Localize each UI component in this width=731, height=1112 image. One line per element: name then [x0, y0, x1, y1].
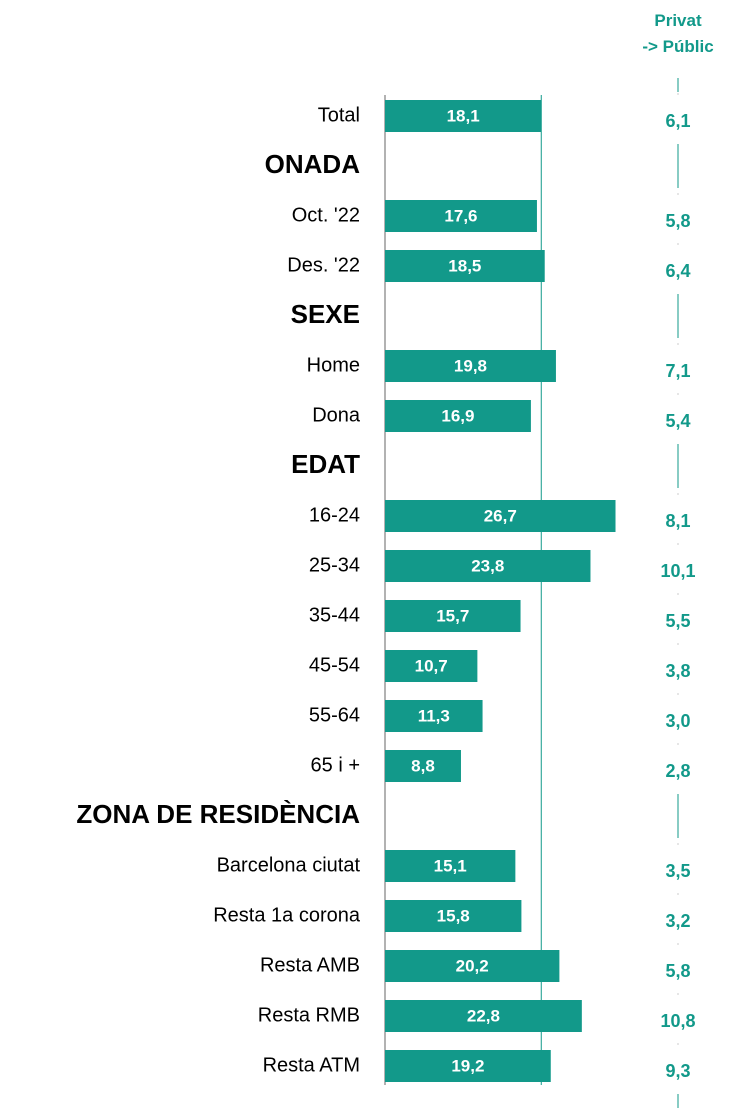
bar-label: 18,1	[447, 106, 480, 125]
category-label: 65 i +	[311, 754, 360, 776]
category-label: 16-24	[309, 504, 360, 526]
column-value: 7,1	[665, 361, 690, 381]
column-value: 9,3	[665, 1061, 690, 1081]
bar-label: 15,7	[436, 606, 469, 625]
column-value: 10,8	[660, 1011, 695, 1031]
column-value: 3,8	[665, 661, 690, 681]
category-label: Total	[318, 104, 360, 126]
category-label: 45-54	[309, 654, 360, 676]
bar-label: 19,8	[454, 356, 487, 375]
column-value: 3,5	[665, 861, 690, 881]
bar	[385, 700, 483, 732]
category-label: 55-64	[309, 704, 360, 726]
column-value: 5,8	[665, 961, 690, 981]
group-header: ZONA DE RESIDÈNCIA	[76, 799, 360, 829]
bar	[385, 950, 560, 982]
bar-label: 10,7	[415, 656, 448, 675]
column-value: 5,8	[665, 211, 690, 231]
bar	[385, 600, 521, 632]
column-value: 6,1	[665, 111, 690, 131]
bar-label: 11,3	[418, 706, 450, 725]
category-label: Oct. '22	[292, 204, 360, 226]
category-label: Dona	[312, 404, 361, 426]
bar-label: 20,2	[456, 956, 489, 975]
bar-label: 8,8	[411, 756, 435, 775]
bar-label: 16,9	[441, 406, 474, 425]
bar-label: 22,8	[467, 1006, 500, 1025]
column-value: 2,8	[665, 761, 690, 781]
category-label: Barcelona ciutat	[217, 854, 361, 876]
category-label: Resta 1a corona	[213, 904, 361, 926]
bar	[385, 900, 522, 932]
column-value: 3,2	[665, 911, 690, 931]
group-header: ONADA	[265, 149, 361, 179]
column-value: 5,5	[665, 611, 690, 631]
group-header: EDAT	[291, 449, 360, 479]
bar	[385, 500, 616, 532]
column-value: 5,4	[665, 411, 690, 431]
bar	[385, 100, 542, 132]
bar	[385, 350, 556, 382]
bar-label: 17,6	[444, 206, 477, 225]
category-label: Resta AMB	[260, 954, 360, 976]
category-label: Resta RMB	[258, 1004, 360, 1026]
bar-label: 19,2	[451, 1056, 484, 1075]
column-value: 6,4	[665, 261, 690, 281]
bar	[385, 1050, 551, 1082]
bar	[385, 850, 516, 882]
group-header: SEXE	[291, 299, 360, 329]
column-title: Privat -> Públic	[642, 11, 714, 56]
bar	[385, 250, 545, 282]
column-value: 10,1	[660, 561, 695, 581]
category-label: Resta ATM	[263, 1054, 360, 1076]
bar	[385, 550, 591, 582]
column-value: 8,1	[665, 511, 690, 531]
bar	[385, 1000, 582, 1032]
column-value: 3,0	[665, 711, 690, 731]
bar-label: 15,8	[437, 906, 470, 925]
bar-label: 18,5	[448, 256, 481, 275]
bar	[385, 200, 537, 232]
category-label: Home	[307, 354, 360, 376]
category-label: Des. '22	[287, 254, 360, 276]
bar-label: 15,1	[434, 856, 467, 875]
category-label: 25-34	[309, 554, 360, 576]
bar	[385, 650, 478, 682]
bar-label: 26,7	[484, 506, 517, 525]
bar	[385, 750, 461, 782]
bar-label: 23,8	[471, 556, 504, 575]
category-label: 35-44	[309, 604, 360, 626]
bar	[385, 400, 531, 432]
